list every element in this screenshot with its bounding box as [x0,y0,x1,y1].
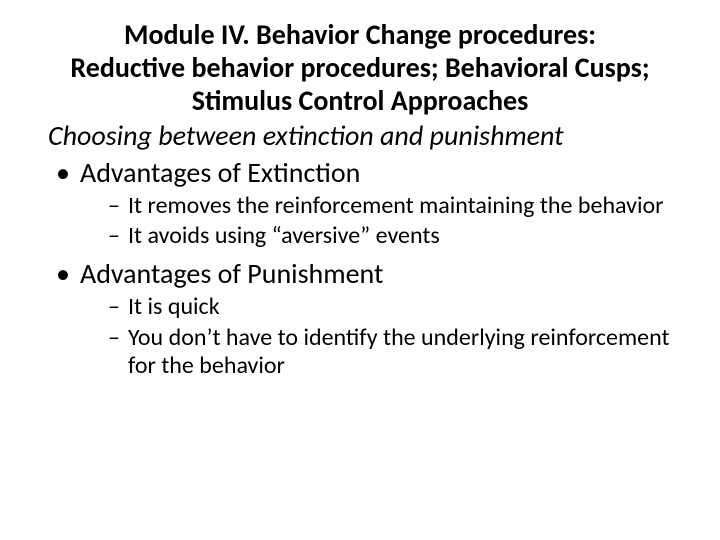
sub-list-item: It removes the reinforcement maintaining… [108,192,680,220]
slide-subtitle: Choosing between extinction and punishme… [48,119,680,153]
bullet-text: Advantages of Extinction [80,155,360,190]
slide: Module IV. Behavior Change procedures: R… [0,0,720,540]
sub-list: It removes the reinforcement maintaining… [80,192,680,251]
sub-list: It is quick You don’t have to identify t… [80,293,680,380]
bullet-text: Advantages of Punishment [80,256,383,291]
list-item: Advantages of Punishment It is quick You… [56,256,680,380]
slide-title: Module IV. Behavior Change procedures: R… [70,18,650,117]
sub-list-item: You don’t have to identify the underlyin… [108,324,680,381]
list-item: Advantages of Extinction It removes the … [56,155,680,251]
sub-list-item: It avoids using “aversive” events [108,222,680,250]
bullet-list: Advantages of Extinction It removes the … [40,155,680,381]
sub-list-item: It is quick [108,293,680,321]
